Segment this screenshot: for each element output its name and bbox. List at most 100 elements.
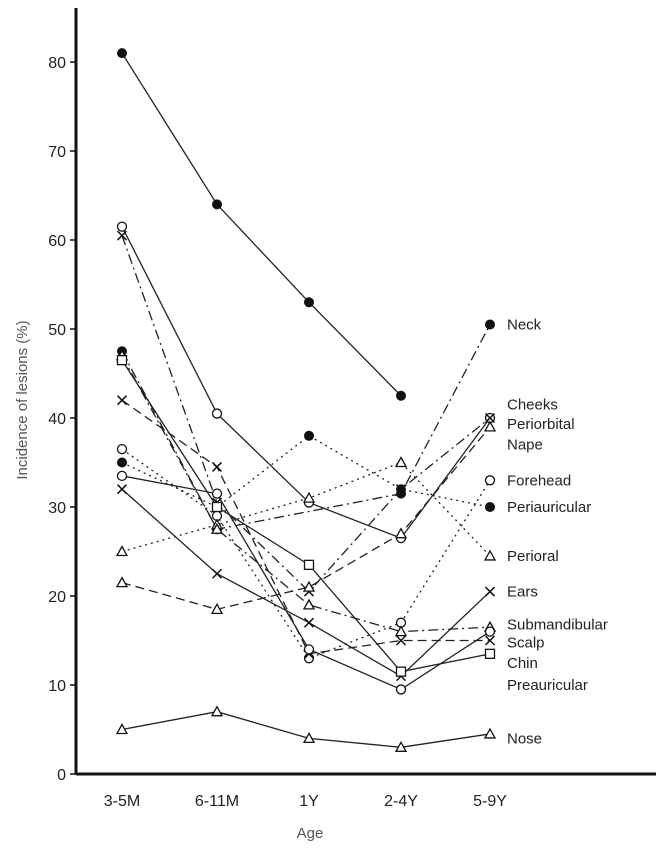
y-tick-label: 20: [48, 589, 66, 606]
series-label-periorbital: Periorbital: [507, 416, 575, 433]
series-line: [121, 235, 491, 593]
data-point-filled-circle: [304, 297, 314, 308]
data-point-triangle: [115, 723, 129, 735]
data-point-square: [303, 559, 315, 570]
data-point-cross: [116, 484, 128, 495]
series-line: [121, 226, 491, 539]
series-line: [121, 52, 402, 397]
series-label-nape: Nape: [507, 437, 543, 454]
data-point-filled-circle: [396, 484, 406, 495]
series-label-preauricular: Preauricular: [507, 677, 588, 694]
series-label-nose: Nose: [507, 730, 542, 747]
data-point-filled-circle: [396, 390, 406, 401]
data-point-triangle: [210, 522, 224, 534]
data-point-triangle: [483, 420, 497, 432]
data-point-filled-circle: [117, 48, 127, 59]
series-neck: [117, 48, 406, 401]
data-point-cross: [116, 395, 128, 406]
data-point-triangle: [394, 527, 408, 539]
series-label-periauricular: Periauricular: [507, 499, 591, 516]
data-point-triangle: [302, 598, 316, 610]
data-point-triangle: [302, 732, 316, 744]
y-tick-label: 0: [57, 767, 66, 784]
data-point-square: [116, 354, 128, 366]
series-forehead: [116, 443, 496, 664]
series-nape: [115, 420, 497, 614]
data-point-square: [395, 666, 407, 677]
y-tick-label: 40: [48, 411, 66, 428]
data-point-open-circle: [303, 644, 315, 655]
data-point-cross: [116, 230, 128, 241]
data-point-filled-circle: [485, 319, 495, 330]
x-tick-label: 2-4Y: [384, 793, 418, 810]
y-axis-title: Incidence of lesions (%): [14, 320, 31, 479]
data-point-triangle: [394, 625, 408, 637]
y-tick-label: 60: [48, 233, 66, 250]
data-point-cross: [211, 461, 223, 472]
series-label-perioral: Perioral: [507, 548, 559, 565]
data-point-cross: [484, 635, 496, 646]
y-tick-label: 50: [48, 322, 66, 339]
data-point-triangle: [394, 740, 408, 752]
series-line: [121, 355, 491, 633]
series-line: [121, 461, 491, 557]
y-tick-label: 30: [48, 500, 66, 517]
data-point-triangle: [115, 576, 129, 588]
data-point-open-circle: [116, 221, 128, 232]
data-point-triangle: [210, 603, 224, 614]
data-point-triangle: [302, 580, 316, 592]
series-chin: [116, 354, 496, 677]
data-point-open-circle: [211, 488, 223, 499]
series-label-chin: Chin: [507, 655, 538, 672]
series-submandibular: [115, 349, 497, 637]
series-label-submandibular: Submandibular: [507, 616, 608, 633]
data-point-triangle: [210, 705, 224, 717]
data-point-filled-circle: [117, 457, 127, 468]
x-tick-label: 6-11M: [195, 793, 239, 810]
data-point-triangle: [483, 727, 497, 739]
data-point-triangle: [115, 545, 129, 557]
y-tick-label: 10: [48, 678, 66, 695]
series-periorbital: [116, 230, 496, 597]
y-tick-label: 80: [48, 55, 66, 72]
data-point-cross: [484, 412, 496, 424]
data-point-open-circle: [395, 684, 407, 695]
series-perioral: [115, 456, 497, 561]
series-label-neck: Neck: [507, 317, 542, 334]
series-label-forehead: Forehead: [507, 472, 571, 489]
x-tick-label: 1Y: [299, 793, 319, 810]
data-point-open-circle: [211, 408, 223, 419]
data-point-cross: [484, 586, 496, 597]
data-point-square: [211, 501, 223, 513]
x-tick-label: 3-5M: [104, 793, 140, 810]
data-point-triangle: [483, 549, 497, 561]
data-point-cross: [303, 617, 315, 628]
series-label-cheeks: Cheeks: [507, 397, 558, 414]
data-point-open-circle: [116, 470, 128, 482]
series-line: [121, 426, 491, 611]
series-preauricular: [116, 470, 496, 695]
series-line: [121, 448, 491, 660]
series-label-scalp: Scalp: [507, 634, 545, 651]
y-tick-label: 70: [48, 144, 66, 161]
data-point-open-circle: [303, 653, 315, 664]
data-point-triangle: [302, 491, 316, 503]
data-point-open-circle: [484, 626, 496, 637]
series-group: [115, 48, 497, 752]
data-point-filled-circle: [485, 502, 495, 512]
x-ticks: 3-5M 6-11M 1Y 2-4Y 5-9Y: [104, 793, 507, 810]
data-point-cross: [211, 568, 223, 579]
data-point-filled-circle: [304, 430, 314, 441]
series-labels: Neck Cheeks Periorbital Nape Forehead Periaur…: [507, 317, 608, 748]
data-point-cross: [395, 635, 407, 646]
x-tick-label: 5-9Y: [473, 793, 507, 810]
series-nose: [115, 705, 497, 752]
series-line: [121, 324, 491, 530]
data-point-filled-circle: [212, 199, 222, 210]
data-point-open-circle: [116, 443, 128, 455]
y-ticks: 0 10 20 30 40 50 60 70 80: [48, 55, 76, 784]
data-point-triangle: [394, 456, 408, 468]
data-point-square: [484, 648, 496, 659]
x-axis-title: Age: [297, 825, 324, 842]
